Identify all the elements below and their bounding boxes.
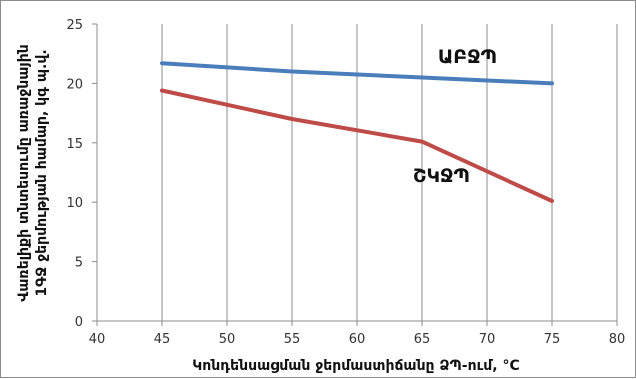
- x-tick-label-40: 40: [89, 332, 106, 347]
- x-tick-label-45: 45: [154, 332, 171, 347]
- x-tick-label-80: 80: [609, 332, 626, 347]
- x-tick-label-70: 70: [479, 332, 496, 347]
- y-axis-title-line-1: Վառելիքի տնտեսումը առաջնային: [16, 44, 32, 301]
- series-line-1: [160, 61, 554, 86]
- y-tick-label-5: 5: [75, 256, 83, 271]
- x-tick-label-50: 50: [219, 332, 236, 347]
- series-labels: ԱԲՋՊ ՇԿՋՊ: [413, 46, 497, 187]
- x-axis-title: Կոնդենսացման ջերմաստիճանը ՁՊ-ում, °C: [192, 358, 520, 374]
- y-axis-title-line-2: 1ԳՋ ջերմության համար, կգ պ.վ.: [34, 49, 50, 296]
- series-line-2: [160, 88, 554, 203]
- x-tick-label-60: 60: [349, 332, 366, 347]
- tick-labels: 0 5 10 15 20 25 40 45 50 55 60 65 70 75 80: [66, 18, 625, 347]
- y-tick-label-25: 25: [66, 18, 83, 33]
- x-tick-label-55: 55: [284, 332, 301, 347]
- x-tick-label-75: 75: [544, 332, 561, 347]
- series-label-2: ՇԿՋՊ: [413, 165, 470, 187]
- series-label-1: ԱԲՋՊ: [438, 46, 497, 68]
- y-tick-label-0: 0: [75, 315, 83, 330]
- y-tick-label-15: 15: [66, 137, 83, 152]
- y-tick-label-20: 20: [66, 77, 83, 92]
- series-lines: [160, 61, 554, 203]
- y-tick-label-10: 10: [66, 196, 83, 211]
- x-tick-label-65: 65: [414, 332, 431, 347]
- axes: [92, 23, 618, 326]
